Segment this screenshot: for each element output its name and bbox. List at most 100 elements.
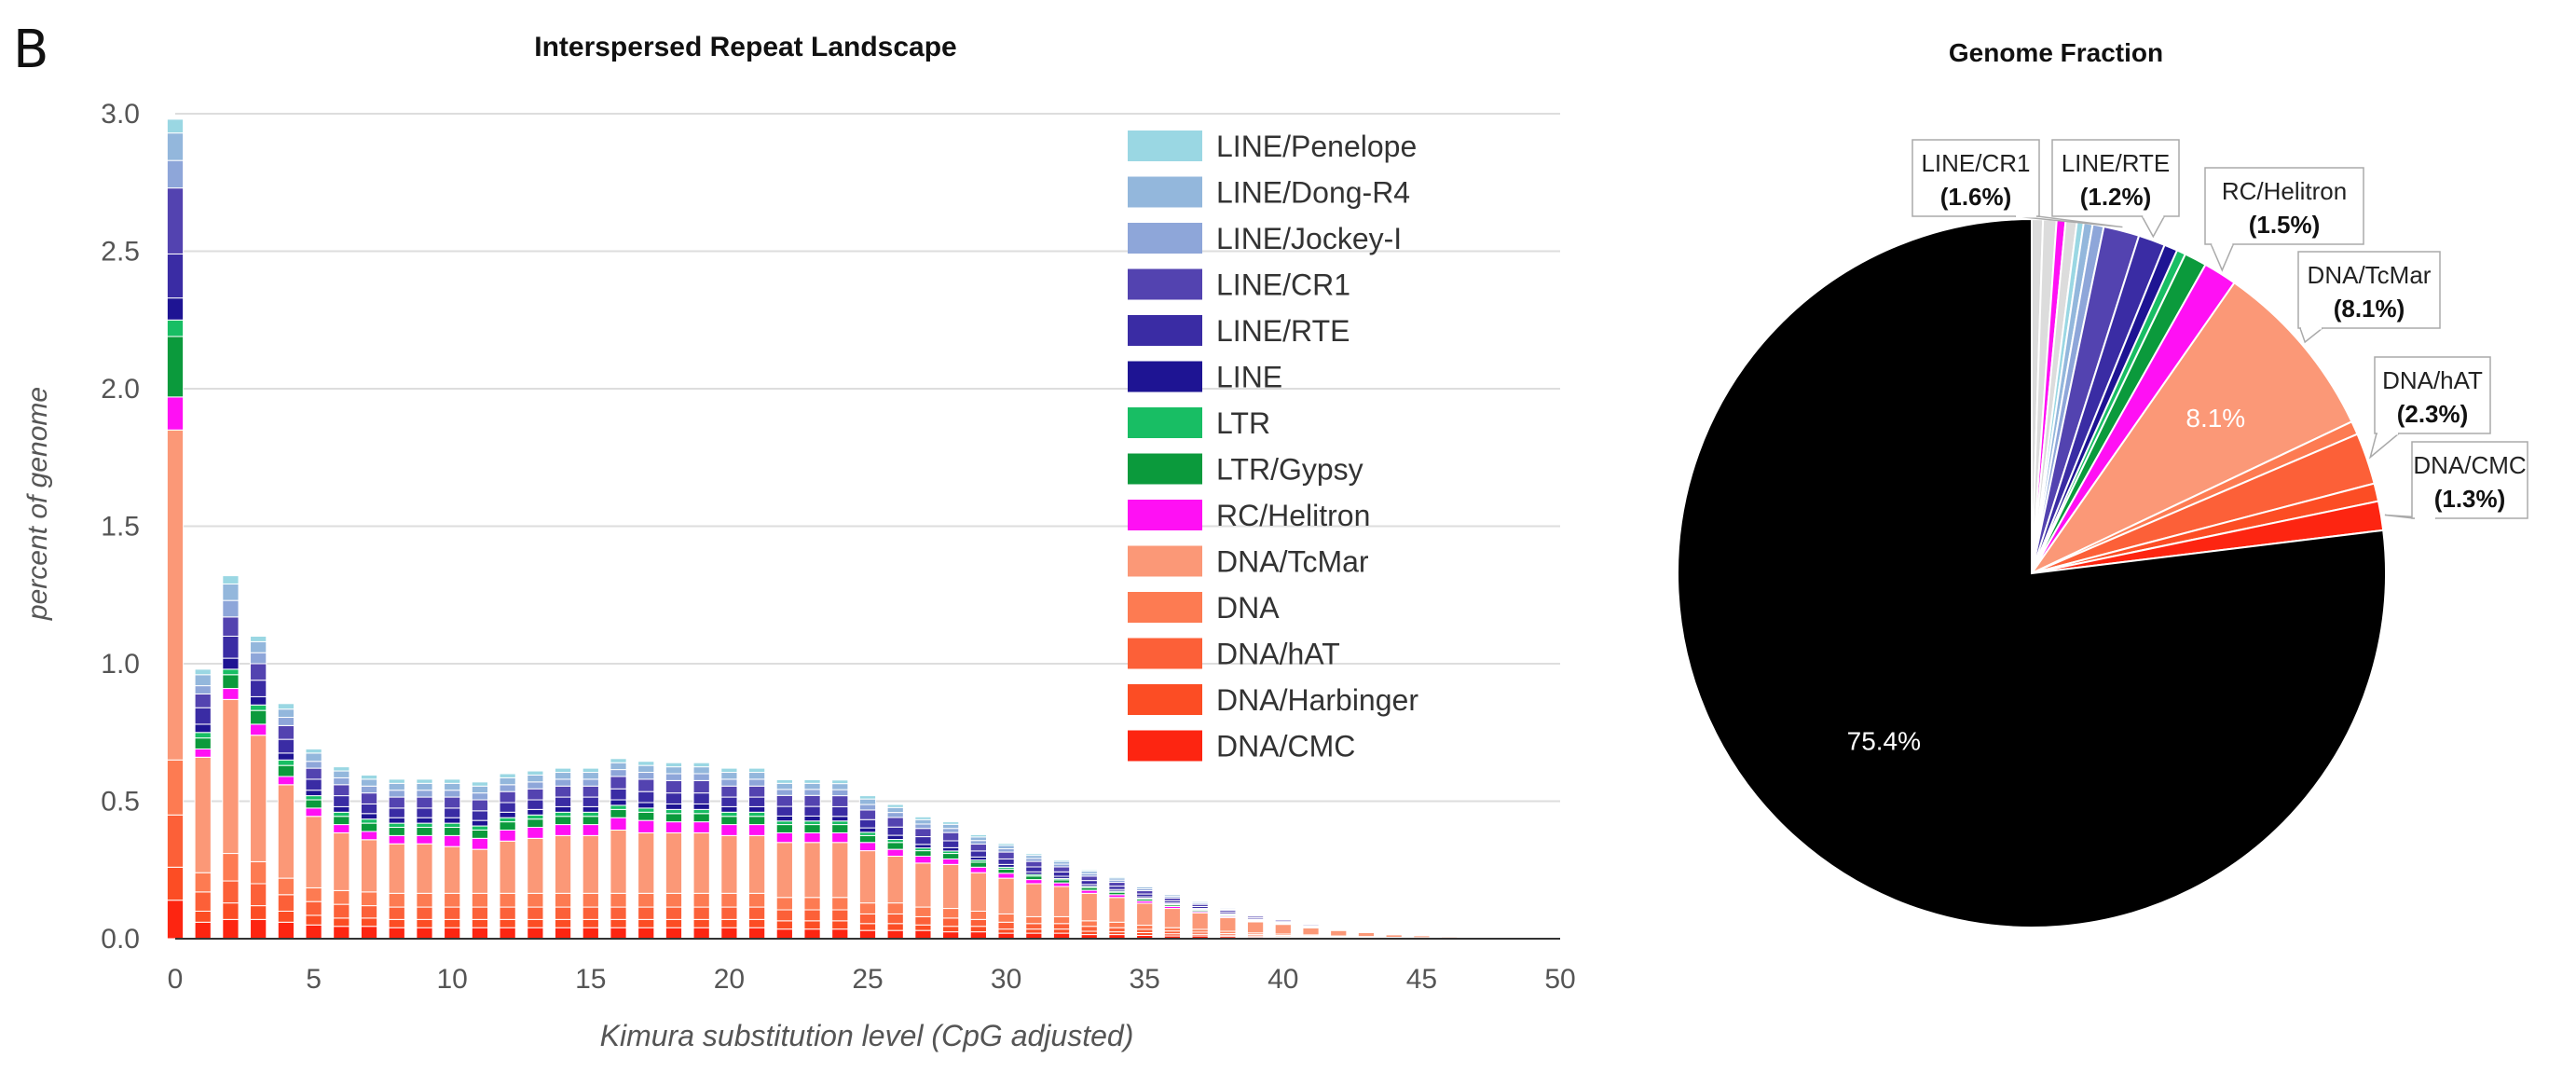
bar-segment-line-cr1 bbox=[637, 778, 655, 792]
bar-segment-rc-helitron bbox=[610, 817, 627, 831]
bar-segment-line-cr1 bbox=[803, 794, 821, 807]
legend-label: LINE bbox=[1216, 361, 1282, 394]
bar-segment-line-cr1 bbox=[554, 785, 572, 798]
bar-segment-ltr-gypsy bbox=[637, 811, 655, 821]
bar-segment-rc-helitron bbox=[831, 831, 849, 844]
bar-segment-dna-tcmar bbox=[858, 850, 877, 904]
bar-segment-rc-helitron bbox=[388, 834, 405, 845]
bar-segment-dna-hat bbox=[416, 906, 433, 920]
y-tick-label: 2.0 bbox=[101, 374, 140, 405]
bar-segment-dna-tcmar bbox=[305, 816, 322, 888]
bar-segment-dna bbox=[1052, 915, 1071, 925]
bar-segment-dna-cmc bbox=[527, 927, 544, 940]
x-tick-label: 35 bbox=[1130, 964, 1160, 995]
callout-percent: (1.6%) bbox=[1940, 183, 2012, 211]
bar-segment-line-penelope bbox=[886, 804, 904, 808]
bar-segment-dna-hat bbox=[692, 906, 710, 920]
bar-segment-ltr bbox=[527, 814, 544, 820]
bar-segment-dna-cmc bbox=[858, 929, 877, 940]
bar-segment-line-jockey-i bbox=[665, 773, 683, 781]
bar-segment-ltr-gypsy bbox=[969, 861, 987, 868]
bar-segment-line-rte bbox=[360, 803, 378, 815]
panel-label: B bbox=[13, 20, 48, 80]
bar-segment-ltr bbox=[831, 820, 849, 826]
bar-segment-line-jockey-i bbox=[582, 778, 599, 787]
bar-segment-rc-helitron bbox=[554, 824, 572, 836]
legend-label: DNA bbox=[1216, 591, 1280, 625]
bar-segment-ltr bbox=[388, 822, 405, 829]
bar-segment-dna bbox=[1080, 920, 1098, 928]
bar-segment-line-penelope bbox=[554, 767, 572, 774]
callout-name: LINE/RTE bbox=[2062, 149, 2171, 177]
y-tick-label: 1.5 bbox=[101, 512, 140, 543]
bar-segment-ltr bbox=[360, 818, 378, 824]
bar-segment-dna-cmc bbox=[499, 927, 516, 940]
bar-segment-dna bbox=[997, 913, 1015, 923]
bar-segment-line-penelope bbox=[444, 778, 461, 784]
bar-segment-dna bbox=[720, 892, 738, 908]
bar-segment-line-penelope bbox=[665, 762, 683, 768]
bar-segment-line-rte bbox=[858, 818, 877, 829]
bar-segment-line-cr1 bbox=[969, 844, 987, 852]
bar-segment-line-jockey-i bbox=[858, 804, 877, 811]
bar-segment-ltr-gypsy bbox=[1025, 875, 1043, 881]
bar-segment-line-dong-r4 bbox=[333, 770, 350, 778]
bar-segment-dna bbox=[388, 892, 405, 908]
bar-segment-dna-harbinger bbox=[831, 920, 849, 930]
bar-segment-dna-cmc bbox=[969, 931, 987, 940]
bar-segment-line-cr1 bbox=[775, 794, 793, 807]
bar-segment-dna-cmc bbox=[444, 927, 461, 940]
bar-segment-dna bbox=[665, 892, 683, 908]
bar-segment-line-rte bbox=[831, 805, 849, 818]
bar-segment-line-jockey-i bbox=[997, 848, 1015, 853]
bar-segment-dna-cmc bbox=[610, 927, 627, 940]
bar-segment-line-rte bbox=[582, 796, 599, 807]
bar-segment-line-penelope bbox=[1413, 933, 1431, 936]
bar-segment-dna-hat bbox=[610, 906, 627, 920]
bar-segment-dna-harbinger bbox=[720, 918, 738, 928]
bar-segment-dna-cmc bbox=[637, 927, 655, 940]
bar-segment-dna bbox=[886, 902, 904, 914]
bar-segment-line-rte bbox=[277, 738, 295, 754]
bar-segment-dna-hat bbox=[775, 909, 793, 922]
bar-segment-dna bbox=[803, 897, 821, 911]
bar-segment-dna bbox=[333, 889, 350, 905]
bar-segment-dna bbox=[582, 892, 599, 908]
bar-segment-dna-cmc bbox=[471, 927, 489, 940]
bar-segment-dna-cmc bbox=[831, 928, 849, 940]
bar-segment-dna-tcmar bbox=[1330, 929, 1348, 937]
bar-segment-line bbox=[582, 805, 599, 813]
bar-segment-rc-helitron bbox=[333, 824, 350, 833]
pie-callouts: LINE/CR1 (1.6%) LINE/RTE (1.2%) RC/Helitron (… bbox=[1911, 139, 2528, 520]
bar-segment-dna-tcmar bbox=[1108, 897, 1126, 923]
bar-segment-ltr-gypsy bbox=[858, 834, 877, 844]
bar-segment-dna-hat bbox=[1025, 923, 1043, 930]
bar-segment-line bbox=[471, 819, 489, 827]
pie-inner-labels: 8.1% 75.4% bbox=[1847, 404, 2246, 755]
bar-segment-dna bbox=[250, 860, 267, 885]
bar-segment-ltr-gypsy bbox=[803, 824, 821, 833]
bar-segment-ltr-gypsy bbox=[610, 808, 627, 818]
bar-segment-ltr-gypsy bbox=[222, 674, 240, 690]
genome-fraction-pie: Genome Fraction 8.1% 75.4% LINE/CR1 (1.6%)… bbox=[1676, 38, 2528, 928]
bar-segment-dna-tcmar bbox=[997, 877, 1015, 914]
bar-segment-line-rte bbox=[222, 636, 240, 659]
bar-segment-dna bbox=[527, 892, 544, 908]
bar-segment-rc-helitron bbox=[969, 866, 987, 873]
bar-segment-dna-harbinger bbox=[692, 918, 710, 928]
bar-segment-dna-tcmar bbox=[692, 831, 710, 894]
callout-box bbox=[2051, 139, 2180, 217]
bar-segment-dna-tcmar bbox=[775, 842, 793, 899]
y-tick-label: 0.0 bbox=[101, 924, 140, 955]
bar-segment-dna-cmc bbox=[720, 927, 738, 940]
bar-segment-line-dong-r4 bbox=[194, 674, 212, 687]
bar-segment-rc-helitron bbox=[305, 807, 322, 818]
pie-inner-label: 75.4% bbox=[1847, 726, 1921, 755]
bar-segment-dna-cmc bbox=[416, 927, 433, 940]
bar-segment-dna-hat bbox=[194, 891, 212, 912]
bar-segment-ltr-gypsy bbox=[444, 827, 461, 836]
bar-segment-dna-tcmar bbox=[499, 840, 516, 894]
bar-segment-dna-tcmar bbox=[1219, 916, 1237, 932]
bar-segment-dna bbox=[748, 892, 766, 908]
bar-segment-line-cr1 bbox=[692, 779, 710, 794]
